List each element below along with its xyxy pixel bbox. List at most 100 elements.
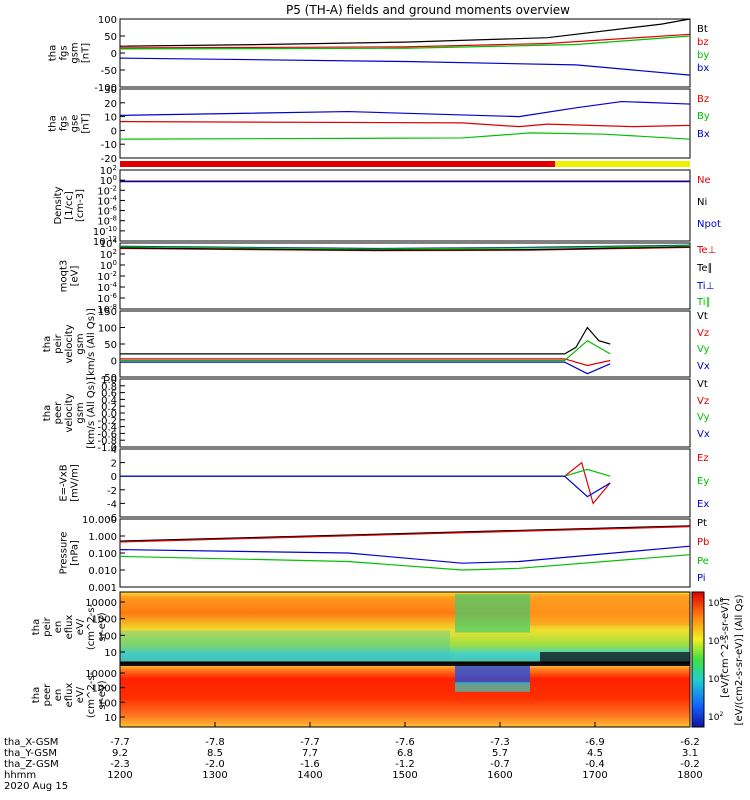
ytick-label: 100 bbox=[98, 324, 117, 335]
ytick-label: 0.4 bbox=[101, 395, 117, 406]
legend-Vz: Vz bbox=[697, 328, 709, 339]
panel-frame bbox=[119, 242, 691, 310]
ytick-label: -0.6 bbox=[97, 429, 117, 440]
ytick-label: -100 bbox=[94, 83, 117, 94]
colorbar-tick: 102 bbox=[708, 711, 723, 723]
legend-Ni: Ni bbox=[697, 197, 707, 208]
series-line-Pe bbox=[119, 554, 691, 571]
series-line-bz bbox=[119, 33, 691, 49]
legend-Bt: Bt bbox=[697, 24, 708, 35]
ytick-label: 20 bbox=[104, 99, 117, 110]
ephem-value: 1500 bbox=[392, 770, 417, 781]
panel-peer_spectrogram: thapeerenefluxeV/(cm^2-s-sr-eV)10000 1000… bbox=[31, 662, 691, 728]
legend-Ey: Ey bbox=[697, 476, 709, 487]
colorbar-label: [eV/(cm2-s-sr-eV)] (All Qs) bbox=[734, 594, 745, 725]
panel-peer_velocity: thapeervelocitygsm[km/s (All Qs)] 1.00.80… bbox=[42, 375, 710, 454]
colorbar-gradient bbox=[691, 591, 705, 728]
ephemeris-block: tha_X-GSM -7.7 -7.8 -7.7 -7.6 -7.3 -6.9 -6.2 tha… bbox=[4, 737, 703, 792]
series-line-Pb bbox=[119, 526, 691, 543]
ytick-label: 100 bbox=[98, 698, 117, 709]
ephem-value: 1800 bbox=[677, 770, 702, 781]
status-bar-red bbox=[120, 161, 555, 167]
ytick-label: 10-6 bbox=[97, 205, 117, 218]
panel-frame bbox=[119, 310, 691, 378]
ytick-label: -0.8 bbox=[97, 436, 117, 447]
ytick-label: 10-12 bbox=[93, 235, 117, 248]
ephem-row-label: tha_Y-GSM bbox=[4, 748, 57, 759]
ephem-value: 5.7 bbox=[492, 748, 508, 759]
series-line-by bbox=[119, 35, 691, 50]
spectrogram-region bbox=[530, 594, 690, 626]
legend-Pt: Pt bbox=[697, 518, 707, 529]
ytick-label: 10.000 bbox=[82, 515, 117, 526]
legend-Vt: Vt bbox=[697, 311, 708, 322]
legend-by: by bbox=[697, 50, 709, 61]
legend-Vy: Vy bbox=[697, 344, 710, 355]
panel-frame bbox=[119, 18, 691, 88]
spectrogram-region bbox=[455, 594, 530, 633]
ytick-label: 1000 bbox=[92, 615, 117, 626]
ytick-label: 102 bbox=[100, 248, 117, 261]
series-line-Ti∥ bbox=[119, 245, 691, 250]
legend-Ne: Ne bbox=[697, 175, 711, 186]
ephem-row-label: hhmm bbox=[4, 770, 36, 781]
spectrogram-region bbox=[540, 652, 690, 662]
ytick-label: -6 bbox=[107, 513, 117, 524]
series-line-Ez bbox=[120, 461, 611, 505]
series-line-Vt bbox=[120, 326, 611, 355]
ephem-value: 1200 bbox=[107, 770, 132, 781]
panel-frame bbox=[119, 169, 691, 242]
series-line-Ey bbox=[120, 468, 611, 477]
panel-exb: E=-VxB[mV/m] 4 2 0 -2 -4 -6 Ez Ey Ex bbox=[59, 445, 710, 524]
ephem-value: -7.3 bbox=[490, 737, 510, 748]
panel-frame bbox=[119, 591, 691, 663]
ytick-label: 10-2 bbox=[97, 270, 117, 283]
legend-Vx: Vx bbox=[697, 361, 710, 372]
ytick-label: 0 bbox=[111, 357, 117, 368]
ephem-value: -6.9 bbox=[585, 737, 605, 748]
ytick-label: 102 bbox=[100, 164, 117, 177]
ytick-label: 10-2 bbox=[97, 184, 117, 197]
ytick-label: 0.2 bbox=[101, 402, 117, 413]
panel-frame bbox=[119, 378, 691, 448]
ytick-label: 50 bbox=[104, 340, 117, 351]
ytick-label: 10 bbox=[104, 713, 117, 724]
ytick-label: 100 bbox=[98, 15, 117, 26]
legend-Vt: Vt bbox=[697, 379, 708, 390]
ytick-label: 10-10 bbox=[93, 225, 117, 238]
legend-bz: bz bbox=[697, 37, 709, 48]
ytick-label: 0 bbox=[111, 472, 117, 483]
ytick-label: 0 bbox=[111, 126, 117, 137]
ytick-label: -10 bbox=[101, 140, 117, 151]
ephem-value: -1.2 bbox=[395, 759, 415, 770]
legend-Pb: Pb bbox=[697, 537, 709, 548]
ephem-value: 1300 bbox=[202, 770, 227, 781]
legend-Npot: Npot bbox=[697, 219, 721, 230]
spectrogram-region bbox=[455, 682, 530, 692]
ytick-label: -50 bbox=[101, 66, 117, 77]
ytick-label: 10 bbox=[104, 113, 117, 124]
ytick-label: -50 bbox=[101, 373, 117, 384]
panel-ylabel: Pressure[nPa] bbox=[59, 532, 81, 575]
ytick-label: 1.000 bbox=[88, 532, 117, 543]
ytick-label: 100 bbox=[98, 631, 117, 642]
panels: thafgsgsm[nT]100500-50-100Btbzbybxthafgs… bbox=[31, 15, 721, 728]
ephem-value: -0.4 bbox=[585, 759, 605, 770]
panel-frame bbox=[119, 448, 691, 518]
series-line-Vy bbox=[120, 339, 611, 362]
ytick-label: -1.0 bbox=[97, 443, 117, 454]
ytick-label: 10000 bbox=[85, 669, 117, 680]
ytick-label: 0.010 bbox=[88, 566, 117, 577]
series-line-Ex bbox=[120, 475, 611, 498]
ytick-label: 30 bbox=[104, 85, 117, 96]
panel-ylabel: thapeervelocitygsm[km/s (All Qs)] bbox=[42, 377, 97, 449]
panel-ylabel: thafgsgse[nT] bbox=[48, 113, 92, 133]
ytick-label: 0 bbox=[111, 49, 117, 60]
ephem-value: 1700 bbox=[582, 770, 607, 781]
spectrogram-region bbox=[455, 665, 530, 685]
panel-peir_spectrogram: thapeirenefluxeV/(cm^2-s-sr-eV)10000 1000… bbox=[31, 591, 691, 663]
ytick-label: 0.6 bbox=[101, 389, 117, 400]
ytick-label: 150 bbox=[98, 307, 117, 318]
